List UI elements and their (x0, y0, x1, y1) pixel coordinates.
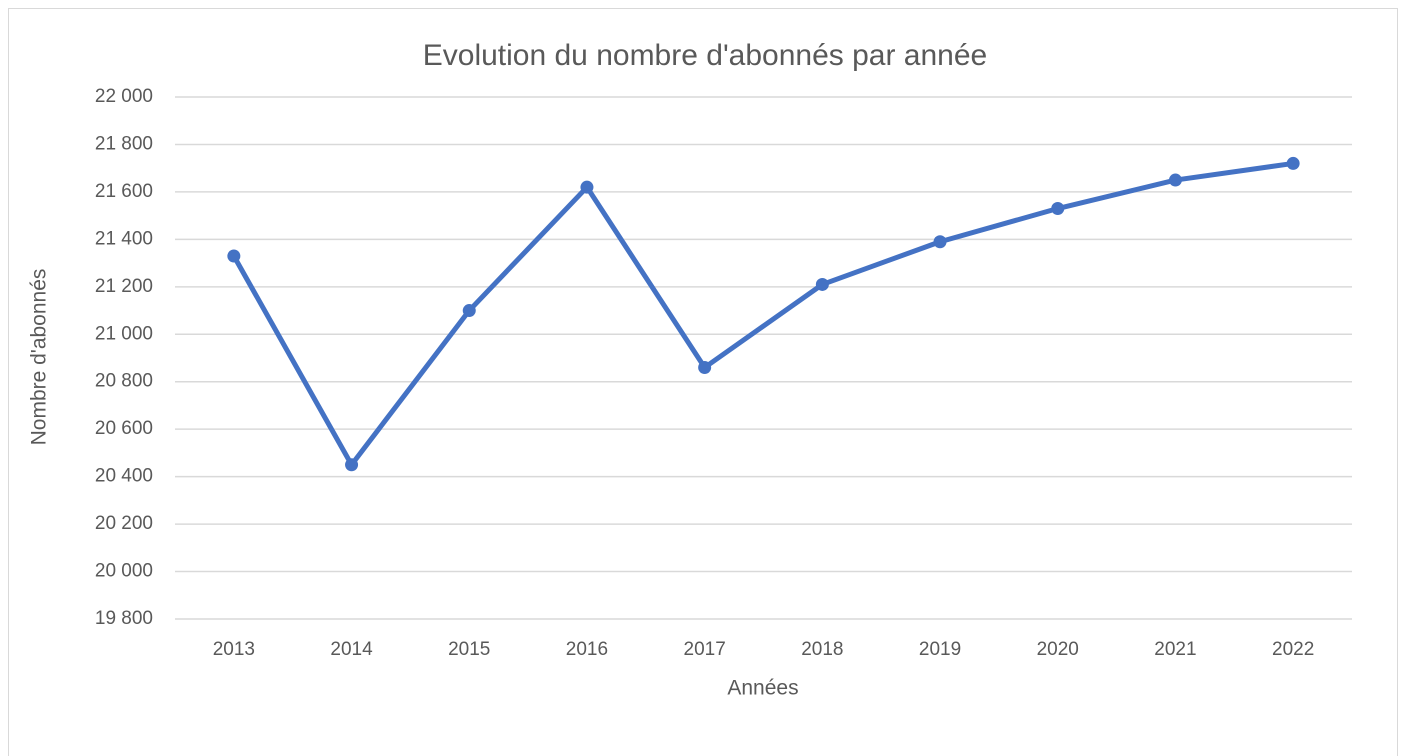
x-tick-label: 2015 (448, 639, 490, 660)
point (580, 180, 594, 194)
point (933, 235, 947, 249)
x-tick-label: 2016 (566, 639, 608, 660)
y-tick-label: 20 400 (95, 466, 153, 487)
point (698, 360, 712, 374)
y-tick-label: 20 600 (95, 418, 153, 439)
point (227, 249, 241, 263)
x-tick-label: 2021 (1154, 639, 1196, 660)
y-tick-label: 21 000 (95, 323, 153, 344)
y-tick-label: 22 000 (95, 86, 153, 107)
x-tick-label: 2018 (801, 639, 843, 660)
y-tick-label: 21 200 (95, 276, 153, 297)
chart-title: Evolution du nombre d'abonnés par année (423, 39, 987, 72)
y-tick-label: 21 800 (95, 133, 153, 154)
y-tick-label: 20 800 (95, 371, 153, 392)
y-axis-label: Nombre d'abonnés (28, 269, 51, 446)
x-tick-label: 2022 (1272, 639, 1314, 660)
point (1051, 202, 1065, 216)
point (462, 304, 476, 318)
y-tick-label: 20 000 (95, 561, 153, 582)
y-tick-label: 20 200 (95, 513, 153, 534)
point (815, 277, 829, 291)
y-tick-label: 21 400 (95, 228, 153, 249)
y-tick-label: 21 600 (95, 181, 153, 202)
line (231, 160, 1294, 468)
point (345, 458, 359, 472)
x-tick-label: 2019 (919, 639, 961, 660)
x-tick-label: 2014 (330, 639, 373, 660)
point (1168, 173, 1182, 187)
x-axis-label: Années (727, 677, 798, 700)
x-tick-label: 2013 (213, 639, 255, 660)
y-tick-label: 19 800 (95, 608, 153, 629)
point (1286, 156, 1300, 170)
x-tick-label: 2020 (1037, 639, 1079, 660)
x-tick-label: 2017 (684, 639, 726, 660)
